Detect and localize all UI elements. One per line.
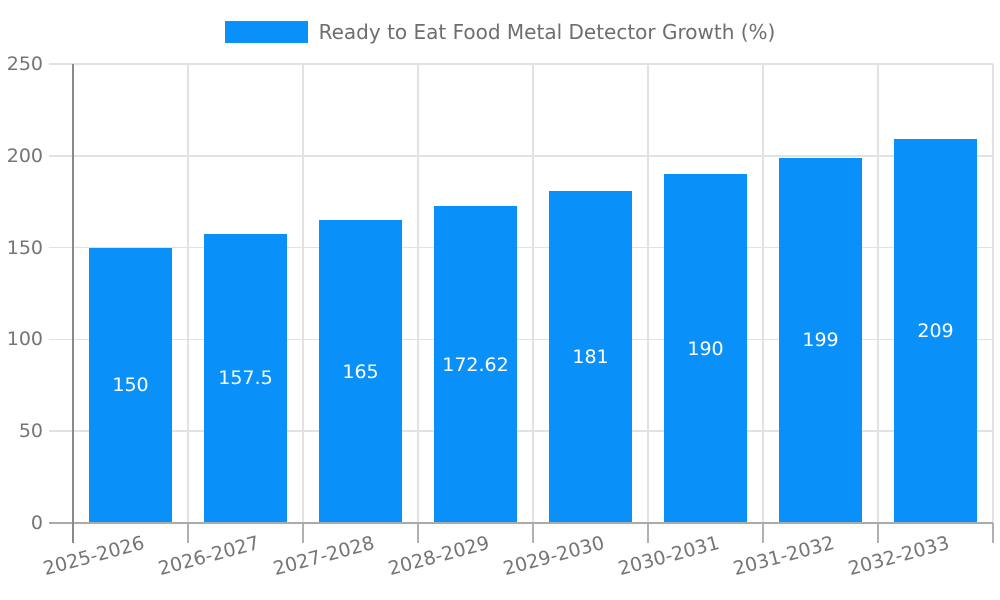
bar-value-label: 190 xyxy=(687,337,724,360)
gridline-vertical xyxy=(187,64,189,523)
bar-value-label: 209 xyxy=(917,320,954,343)
bar-value-label: 157.5 xyxy=(218,367,273,390)
legend: Ready to Eat Food Metal Detector Growth … xyxy=(0,21,1000,43)
gridline-vertical xyxy=(992,64,994,523)
gridline-vertical xyxy=(532,64,534,523)
y-tick-label: 200 xyxy=(6,144,43,167)
x-tick-mark xyxy=(762,523,764,543)
x-tick-mark xyxy=(877,523,879,543)
gridline-horizontal xyxy=(49,246,993,249)
y-axis-line xyxy=(72,64,74,543)
bar: 157.5 xyxy=(204,233,287,523)
bar: 172.62 xyxy=(434,206,517,523)
legend-label: Ready to Eat Food Metal Detector Growth … xyxy=(318,20,776,44)
bar: 209 xyxy=(894,139,977,523)
bar: 199 xyxy=(779,157,862,523)
gridline-horizontal xyxy=(49,338,993,341)
bar-value-label: 150 xyxy=(112,374,149,397)
gridline-vertical xyxy=(762,64,764,523)
gridline-vertical xyxy=(417,64,419,523)
y-tick-label: 0 xyxy=(30,512,43,534)
bar: 181 xyxy=(549,190,632,523)
x-tick-mark xyxy=(647,523,649,543)
gridline-vertical xyxy=(302,64,304,523)
gridline-vertical xyxy=(877,64,879,523)
plot-area: 0 50 100 150 200 250 150 2025-2026 157.5 2026-202… xyxy=(7,53,994,580)
gridline-horizontal xyxy=(49,155,993,157)
gridline-horizontal xyxy=(49,63,993,65)
bar-value-label: 165 xyxy=(342,360,379,383)
x-axis-line xyxy=(49,522,993,524)
bar-value-label: 172.62 xyxy=(442,353,509,376)
gridline-vertical xyxy=(647,64,649,523)
bar: 190 xyxy=(664,174,747,523)
y-tick-label: 150 xyxy=(6,236,43,259)
bar-value-label: 199 xyxy=(802,329,839,352)
legend-swatch xyxy=(224,21,308,43)
x-tick-mark xyxy=(417,523,419,543)
x-tick-mark xyxy=(532,523,534,543)
x-tick-mark xyxy=(187,523,189,543)
gridline-horizontal xyxy=(49,430,993,432)
x-tick-mark xyxy=(992,523,994,543)
y-tick-label: 100 xyxy=(6,328,43,351)
bar-value-label: 181 xyxy=(572,345,609,368)
y-tick-label: 50 xyxy=(18,420,43,443)
bar: 150 xyxy=(89,247,172,523)
x-tick-mark xyxy=(302,523,304,543)
bar: 165 xyxy=(319,220,402,523)
y-tick-label: 250 xyxy=(6,53,43,75)
